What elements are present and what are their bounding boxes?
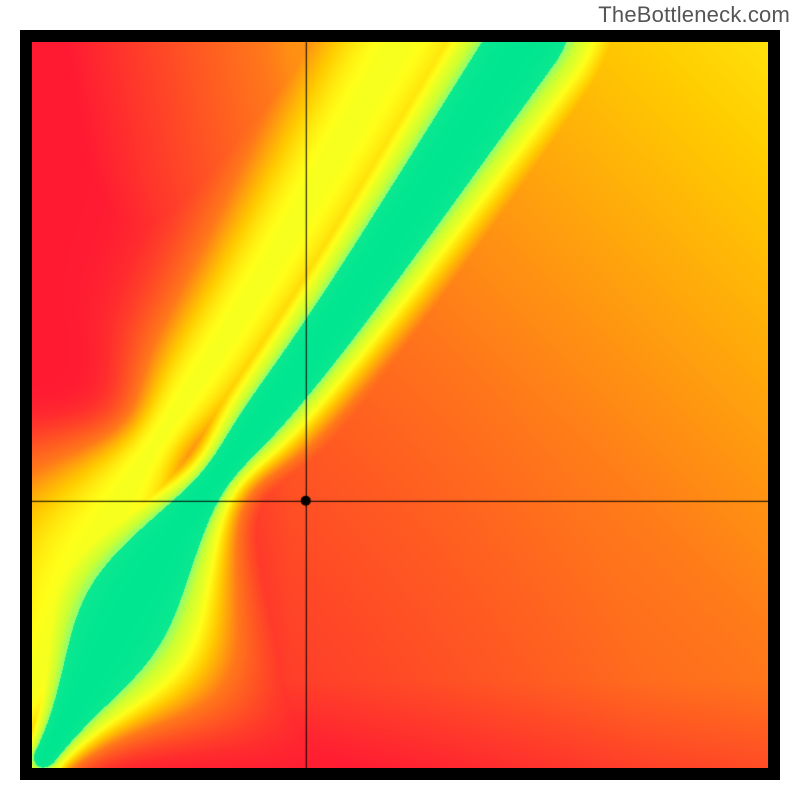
stage: { "watermark": { "text": "TheBottleneck.… [0, 0, 800, 800]
plot-frame-right [768, 30, 780, 780]
bottleneck-heatmap [32, 42, 768, 768]
plot-frame-left [20, 30, 32, 780]
watermark-text: TheBottleneck.com [598, 2, 790, 28]
plot-frame-top [20, 30, 780, 42]
plot-frame-bottom [20, 768, 780, 780]
